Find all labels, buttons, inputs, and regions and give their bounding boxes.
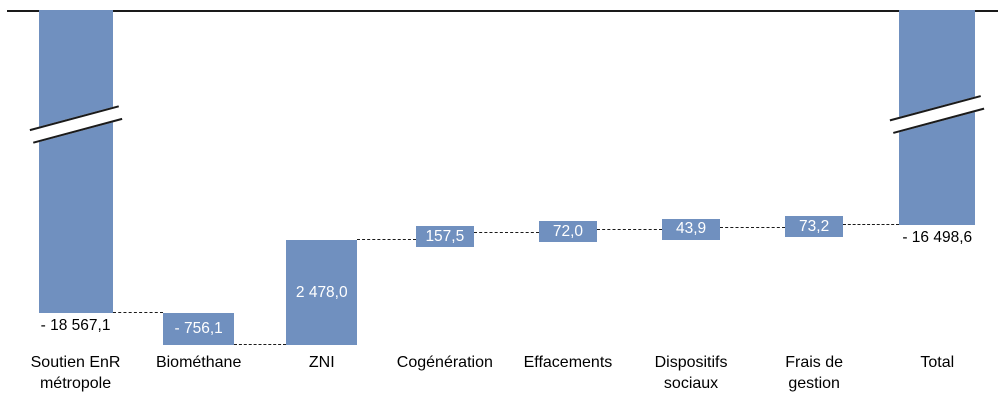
connector-line bbox=[720, 227, 786, 229]
bar-1: - 756,1 bbox=[163, 312, 235, 345]
connector-line bbox=[112, 311, 164, 313]
category-label: Soutien EnR métropole bbox=[30, 354, 121, 392]
bar-value-label: 2 478,0 bbox=[295, 283, 348, 301]
connector-line bbox=[596, 229, 663, 231]
bar-6: 73,2 bbox=[785, 216, 844, 238]
category-label: ZNI bbox=[308, 354, 335, 371]
bar-value-label: - 756,1 bbox=[174, 319, 223, 337]
connector-line bbox=[357, 239, 416, 240]
connector-line bbox=[843, 224, 900, 226]
bar-value-label: 43,9 bbox=[675, 220, 707, 238]
category-label: Total bbox=[920, 354, 955, 371]
bar-3: 157,5 bbox=[415, 226, 474, 248]
category-label: Cogénération bbox=[396, 354, 493, 371]
category-label: Biométhane bbox=[155, 354, 242, 371]
category-label: Effacements bbox=[523, 354, 613, 371]
bar-0 bbox=[38, 10, 113, 313]
bar-value-label: 157,5 bbox=[425, 227, 465, 245]
bar-2: 2 478,0 bbox=[286, 240, 358, 345]
category-label: Dispositifs sociaux bbox=[654, 354, 728, 392]
connector-line bbox=[234, 344, 287, 345]
category-label: Frais de gestion bbox=[785, 354, 844, 392]
bar-5: 43,9 bbox=[662, 218, 721, 240]
bar-value-label: - 18 567,1 bbox=[40, 316, 111, 334]
zero-axis-line bbox=[7, 10, 998, 12]
connector-line bbox=[473, 232, 539, 234]
bar-value-label: 73,2 bbox=[799, 217, 830, 235]
bar-value-label: 72,0 bbox=[552, 222, 584, 240]
bar-value-label: - 16 498,6 bbox=[902, 229, 973, 247]
bar-4: 72,0 bbox=[538, 221, 597, 243]
